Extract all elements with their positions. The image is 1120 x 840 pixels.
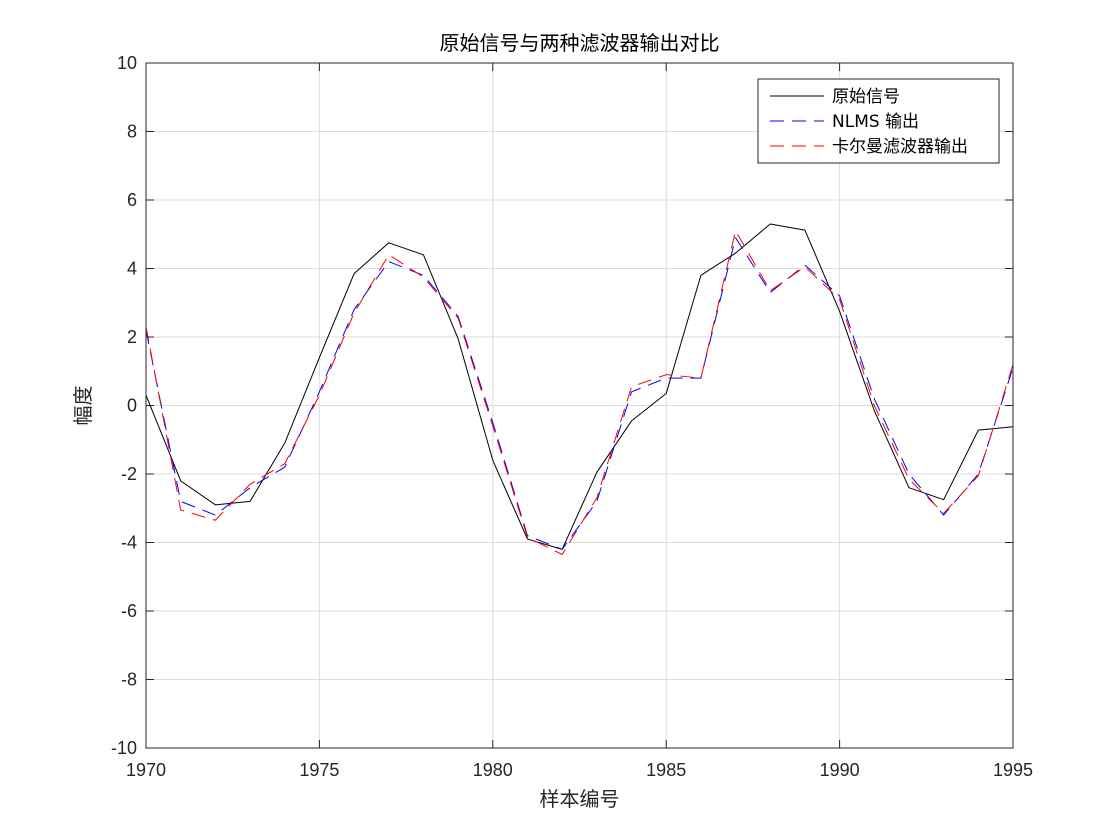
y-axis-label: 幅度 xyxy=(71,386,95,426)
x-tick-label: 1995 xyxy=(993,760,1033,780)
series-line-1 xyxy=(145,223,1014,550)
y-tick-label: -8 xyxy=(121,670,137,690)
x-tick-label: 1970 xyxy=(126,760,166,780)
chart-title: 原始信号与两种滤波器输出对比 xyxy=(440,31,720,55)
y-tick-label: 8 xyxy=(127,122,137,142)
legend-label-3: 卡尔曼滤波器输出 xyxy=(832,137,968,157)
x-tick-label: 1990 xyxy=(820,760,860,780)
y-tick-label: 0 xyxy=(127,396,137,416)
axis-ticks: 1970 1975 1980 1985 1990 1995 -10 -8 -6 -4 -2 0 2 4 6 8… xyxy=(111,53,1033,780)
series-layer xyxy=(145,223,1014,555)
series-line-3 xyxy=(145,230,1014,555)
y-tick-label: 6 xyxy=(127,190,137,210)
y-tick-label: -10 xyxy=(111,738,137,758)
x-axis-label: 样本编号 xyxy=(540,787,620,811)
x-tick-label: 1975 xyxy=(299,760,339,780)
y-tick-label: 10 xyxy=(117,53,137,73)
y-tick-label: -2 xyxy=(121,464,137,484)
y-tick-label: 4 xyxy=(127,259,137,279)
legend-label-1: 原始信号 xyxy=(832,87,900,107)
y-tick-label: -6 xyxy=(121,601,137,621)
x-tick-label: 1985 xyxy=(646,760,686,780)
y-tick-label: -4 xyxy=(121,533,137,553)
legend-label-2: NLMS 输出 xyxy=(832,112,919,132)
x-tick-label: 1980 xyxy=(473,760,513,780)
series-line-2 xyxy=(145,237,1014,550)
y-tick-label: 2 xyxy=(127,327,137,347)
